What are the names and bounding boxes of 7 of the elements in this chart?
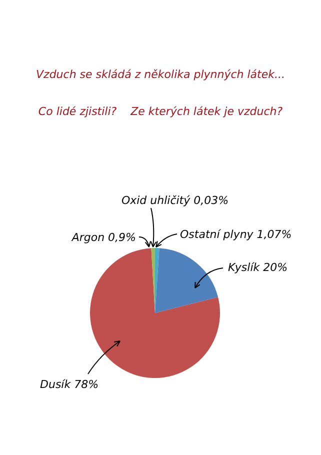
slice-label: Argon 0,9% bbox=[70, 230, 136, 244]
chart-subtitle: Co lidé zjistili? Ze kterých látek je vzduch? bbox=[37, 105, 284, 118]
slice-label: Kyslík 20% bbox=[228, 260, 288, 274]
slice-label: Ostatní plyny 1,07% bbox=[180, 228, 292, 241]
slice-label: Dusík 78% bbox=[40, 378, 99, 391]
chart-title: Vzduch se skládá z několika plynných látek... bbox=[35, 68, 286, 81]
slice-label: Oxid uhličitý 0,03% bbox=[121, 194, 229, 207]
